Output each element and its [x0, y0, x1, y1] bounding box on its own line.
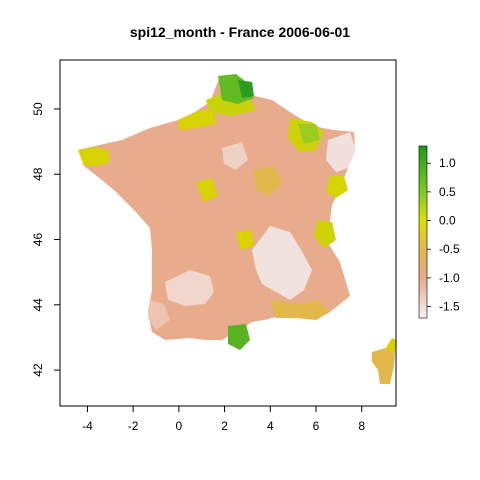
near-normal-rhone: [236, 230, 254, 250]
map-title: spi12_month - France 2006-06-01: [129, 24, 351, 40]
dry-northeast: [326, 132, 356, 172]
legend-tick-label: -0.5: [439, 242, 460, 256]
y-tick-label: 50: [31, 102, 45, 116]
near-normal-normandy: [178, 108, 216, 130]
very-dry-central-south: [165, 270, 214, 306]
wet-champagne: [298, 124, 320, 144]
near-normal-alps: [314, 220, 336, 248]
y-tick-label: 44: [31, 298, 45, 312]
y-tick-label: 46: [31, 233, 45, 247]
legend-tick-label: -1.0: [439, 271, 460, 285]
near-normal-center: [196, 178, 218, 202]
x-axis: -4 -2 0 2 4 6 8: [82, 406, 365, 433]
x-tick-label: -4: [82, 419, 93, 433]
legend-tick-label: 1.0: [439, 156, 456, 170]
france-spi-surface: [78, 74, 396, 384]
legend-tick-label: -1.5: [439, 300, 460, 314]
legend-tick-label: 0.0: [439, 214, 456, 228]
mainland-france: [78, 76, 355, 340]
x-tick-label: 2: [221, 419, 228, 433]
legend-tick-label: 0.5: [439, 185, 456, 199]
dry-southwest-coast: [148, 300, 170, 330]
x-tick-label: 0: [176, 419, 183, 433]
y-tick-label: 48: [31, 167, 45, 181]
dry-paris-east: [222, 142, 248, 170]
x-tick-label: 8: [358, 419, 365, 433]
near-normal-brittany: [78, 147, 110, 166]
very-dry-southeast: [252, 226, 312, 300]
y-axis: 42 44 46 48 50: [31, 102, 60, 377]
legend-colorbar: [418, 145, 428, 319]
very-wet-dunkirk: [238, 80, 254, 98]
near-normal-alsace: [326, 176, 348, 198]
moderate-burgundy: [254, 166, 282, 196]
wet-pyrenees-east: [228, 324, 250, 350]
legend-ticks: 1.0 0.5 0.0 -0.5 -1.0 -1.5: [427, 156, 460, 314]
moderate-south-coast: [270, 300, 330, 320]
corsica-north: [386, 338, 396, 354]
map-frame: [59, 59, 397, 407]
x-tick-label: 6: [313, 419, 320, 433]
y-tick-label: 42: [31, 363, 45, 377]
x-tick-label: 4: [267, 419, 274, 433]
color-legend: 1.0 0.5 0.0 -0.5 -1.0 -1.5: [418, 145, 460, 319]
x-tick-label: -2: [128, 419, 139, 433]
